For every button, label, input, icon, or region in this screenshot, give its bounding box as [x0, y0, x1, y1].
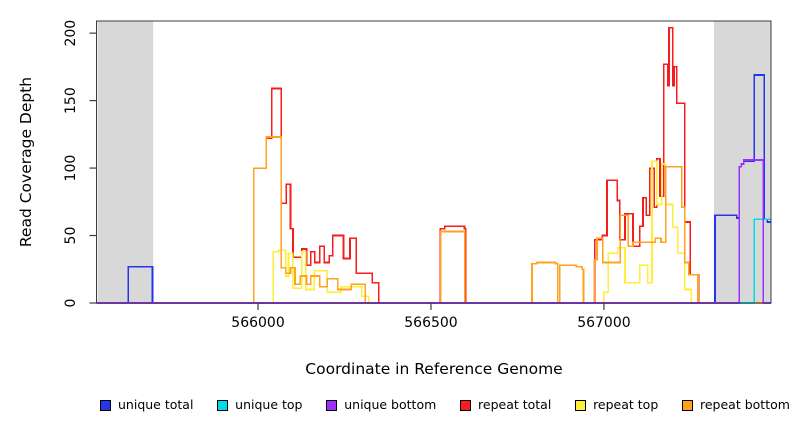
y-tick-label: 150 [63, 87, 79, 114]
plot-frame [95, 20, 772, 304]
legend-label: unique bottom [344, 397, 437, 412]
series-repeat-total [96, 26, 771, 304]
series-lines [96, 26, 771, 304]
axis-ticks: 566000 566500 567000 0 50 100 150 200 [63, 20, 631, 331]
y-tick-label: 0 [63, 299, 79, 308]
unique-bottom-swatch-icon [326, 399, 338, 411]
legend-label: unique total [118, 397, 194, 412]
y-tick-label: 200 [63, 20, 79, 47]
series-repeat-bottom [96, 136, 771, 304]
unique-top-swatch-icon [217, 399, 229, 411]
series-unique-bottom [96, 159, 771, 304]
repeat-total-swatch-icon [460, 399, 472, 411]
legend-item-repeat-bottom: repeat bottom [682, 397, 790, 412]
legend-label: repeat top [593, 397, 659, 412]
highlight-band [97, 21, 154, 303]
legend-item-unique-bottom: unique bottom [326, 397, 437, 412]
y-tick-label: 50 [63, 227, 79, 245]
repeat-bottom-swatch-icon [682, 399, 693, 411]
legend-item-repeat-top: repeat top [575, 397, 659, 412]
plot-border [95, 20, 772, 304]
legend: unique total unique top unique bottom re… [100, 397, 790, 412]
x-tick-label: 566000 [231, 315, 284, 331]
series-unique-total [96, 74, 771, 304]
series-unique-top [96, 218, 771, 304]
legend-item-repeat-total: repeat total [460, 397, 552, 412]
repeat-top-swatch-icon [575, 399, 587, 411]
highlight-band [713, 21, 771, 303]
legend-label: repeat bottom [700, 397, 790, 412]
legend-item-unique-total: unique total [100, 397, 194, 412]
y-axis-title: Read Coverage Depth [17, 77, 35, 247]
unique-total-swatch-icon [100, 399, 111, 411]
y-tick-label: 100 [63, 155, 79, 182]
legend-label: repeat total [478, 397, 552, 412]
x-axis-title: Coordinate in Reference Genome [305, 360, 562, 378]
x-tick-label: 567000 [577, 315, 630, 331]
legend-label: unique top [235, 397, 303, 412]
highlight-bands [97, 21, 771, 303]
legend-item-unique-top: unique top [217, 397, 303, 412]
series-repeat-top [96, 160, 771, 304]
x-tick-label: 566500 [404, 315, 457, 331]
